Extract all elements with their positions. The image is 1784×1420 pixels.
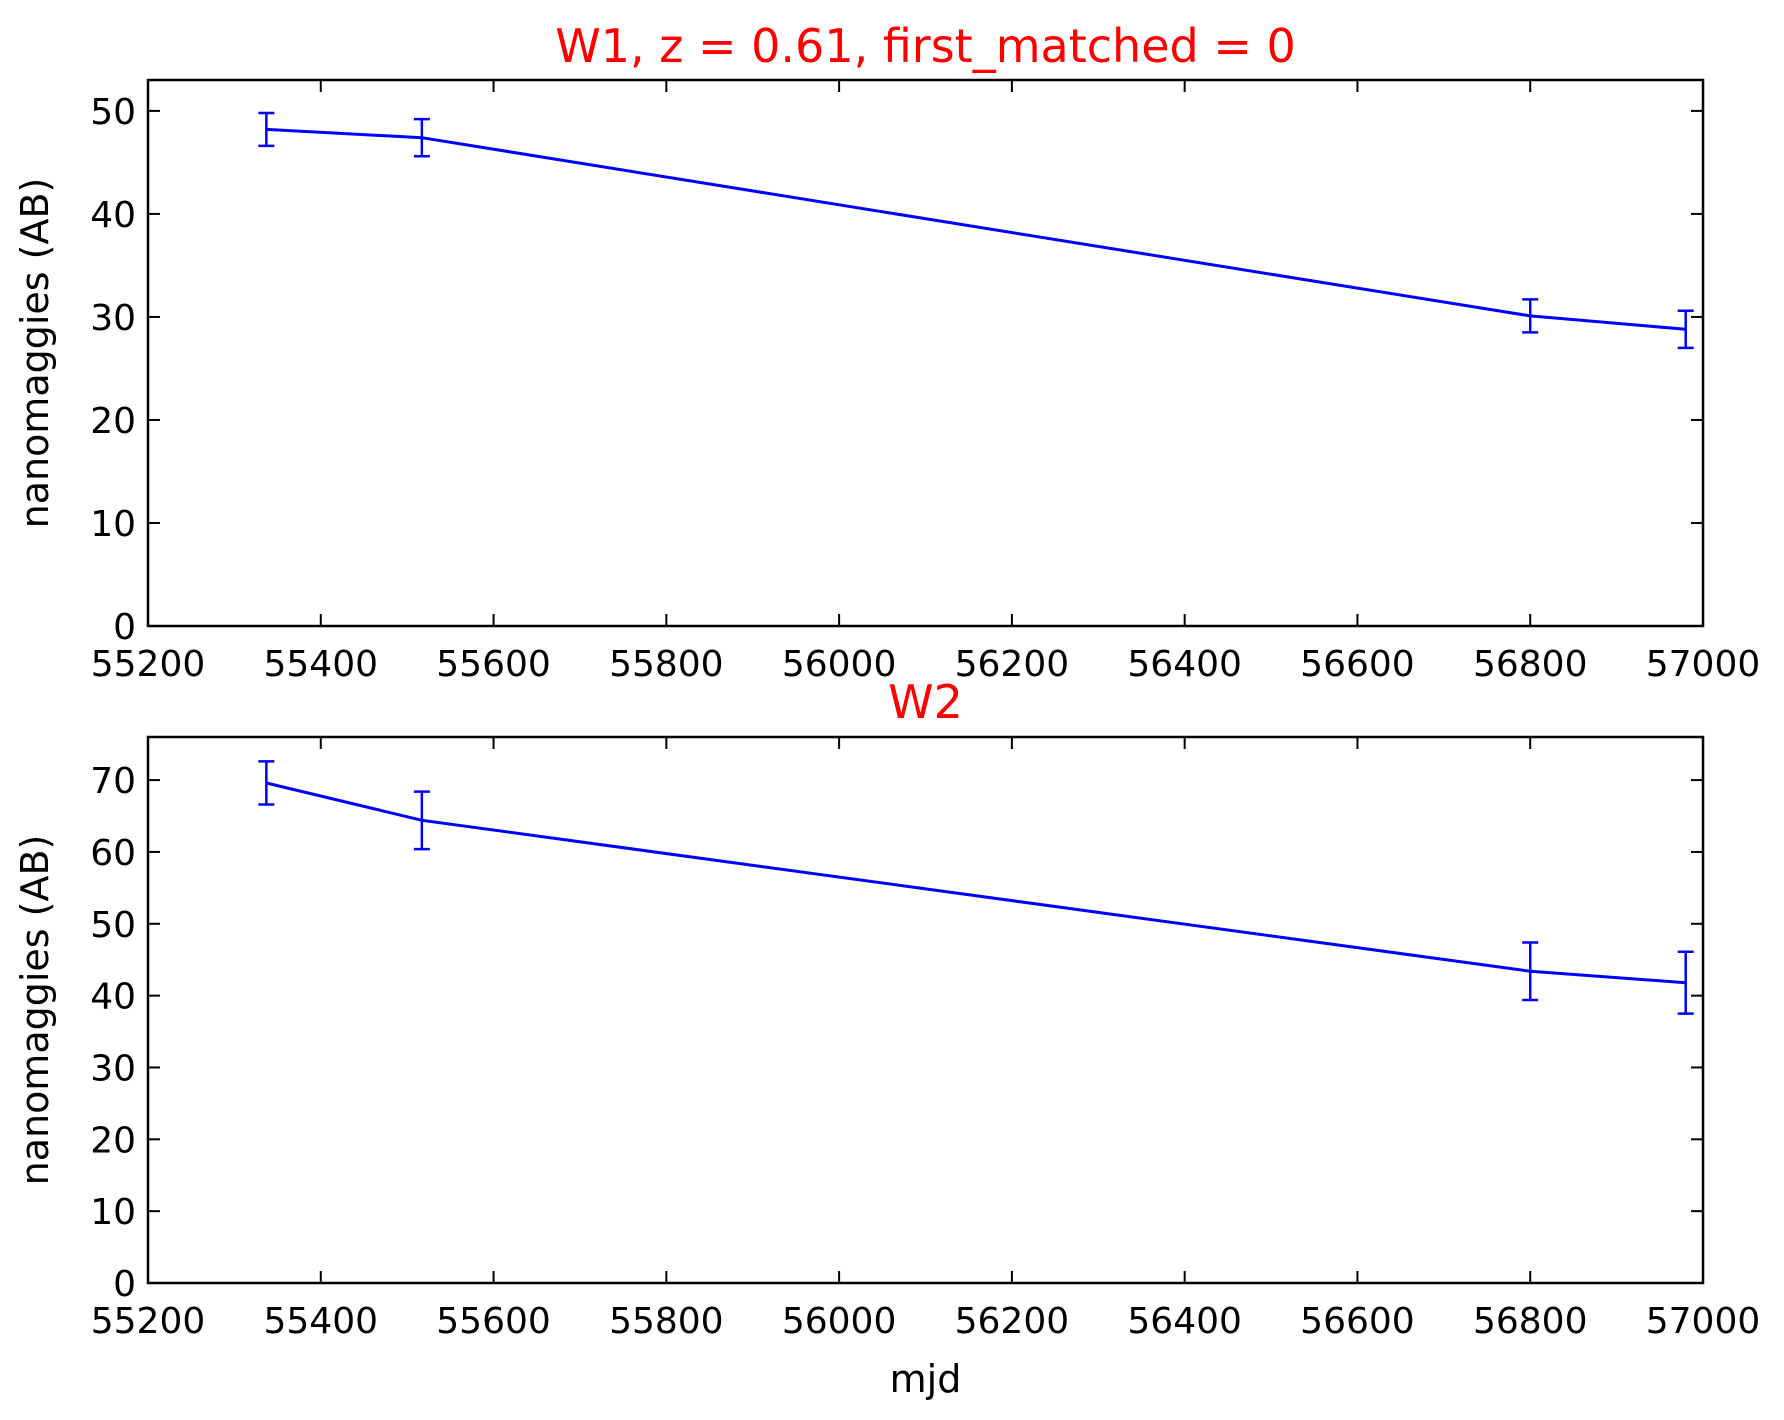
- x-tick-label: 56000: [782, 1301, 897, 1342]
- chart-title: W1, z = 0.61, first_matched = 0: [555, 19, 1296, 73]
- x-tick-label: 56600: [1300, 1301, 1415, 1342]
- plot-frame: [146, 735, 1705, 1285]
- x-tick-label: 55400: [264, 1301, 379, 1342]
- y-tick-label: 30: [90, 298, 136, 339]
- error-bar: [413, 117, 430, 158]
- chart-title: W2: [888, 675, 963, 729]
- x-tick-label: 56400: [1127, 1301, 1242, 1342]
- y-tick-label: 10: [90, 1192, 136, 1233]
- x-tick-label: 56000: [782, 644, 897, 685]
- x-tick-label: 56800: [1473, 644, 1588, 685]
- x-tick-label: 56400: [1127, 644, 1242, 685]
- y-tick-label: 20: [90, 401, 136, 442]
- error-bar: [258, 111, 275, 148]
- y-axis-label: nanomaggies (AB): [13, 178, 57, 529]
- x-tick-label: 56800: [1473, 1301, 1588, 1342]
- y-tick-label: 10: [90, 504, 136, 545]
- plot-frame: [146, 78, 1705, 628]
- x-tick-label: 55200: [91, 1301, 206, 1342]
- error-bar: [258, 760, 275, 806]
- y-tick-label: 60: [90, 833, 136, 874]
- error-bar: [1677, 309, 1694, 350]
- y-tick-label: 20: [90, 1120, 136, 1161]
- x-tick-label: 56200: [955, 644, 1070, 685]
- w2-panel: 55200 55400 55600 55800 56000 56200 56400 56600…: [13, 675, 1760, 1401]
- x-axis-label: mjd: [890, 1357, 962, 1401]
- y-tick-label: 0: [113, 607, 136, 648]
- x-tick-label: 55600: [436, 644, 551, 685]
- x-tick-label: 56200: [955, 1301, 1070, 1342]
- error-bar: [1522, 941, 1539, 1002]
- series-line: [266, 781, 1686, 985]
- y-tick-label: 40: [90, 195, 136, 236]
- error-bar: [413, 790, 430, 851]
- x-tick-label: 57000: [1646, 1301, 1761, 1342]
- x-tick-label: 55800: [609, 644, 724, 685]
- x-tick-label: 55200: [91, 644, 206, 685]
- x-tick-label: 55600: [436, 1301, 551, 1342]
- y-tick-label: 40: [90, 977, 136, 1018]
- w1-panel: 55200 55400 55600 55800 56000 56200 56400 56600…: [13, 19, 1760, 685]
- y-tick-label: 70: [90, 761, 136, 802]
- series-line: [266, 127, 1686, 331]
- y-tick-label: 50: [90, 92, 136, 133]
- x-tick-label: 55400: [264, 644, 379, 685]
- error-bar: [1522, 298, 1539, 334]
- x-tick-label: 55800: [609, 1301, 724, 1342]
- y-tick-label: 50: [90, 905, 136, 946]
- error-bar: [1677, 950, 1694, 1015]
- y-tick-label: 30: [90, 1048, 136, 1089]
- y-axis-label: nanomaggies (AB): [13, 835, 57, 1186]
- x-tick-label: 56600: [1300, 644, 1415, 685]
- y-tick-label: 0: [113, 1264, 136, 1305]
- x-tick-label: 57000: [1646, 644, 1761, 685]
